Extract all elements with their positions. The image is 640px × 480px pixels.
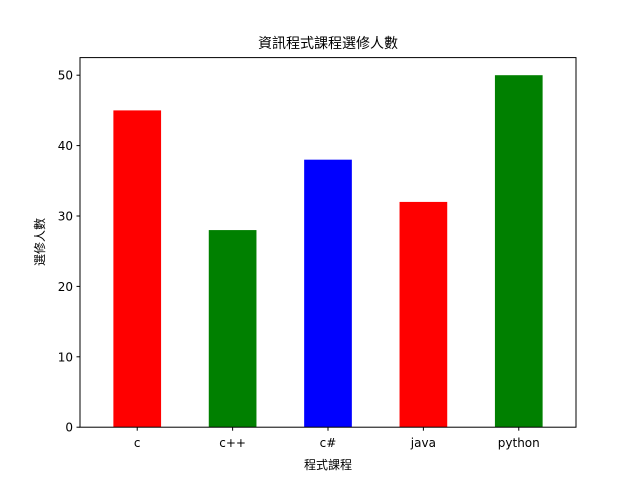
- y-tick-label: 0: [65, 421, 73, 435]
- y-axis-label: 選修人數: [32, 218, 47, 266]
- x-tick-label: python: [498, 436, 540, 450]
- y-axis: 0 10 20 30 40 50: [58, 69, 80, 435]
- bar-c++: [208, 230, 257, 428]
- bar-c#: [304, 159, 352, 428]
- bar-java: [399, 201, 448, 428]
- x-tick-label: c++: [219, 436, 246, 450]
- x-axis: c c++ c# java python: [134, 427, 540, 450]
- y-tick-label: 20: [58, 280, 73, 294]
- bars-group: [113, 75, 543, 428]
- bar-python: [494, 75, 543, 428]
- plot-frame: [79, 57, 577, 428]
- y-tick-label: 10: [58, 350, 73, 364]
- x-tick-label: java: [410, 436, 436, 450]
- x-tick-label: c#: [320, 436, 337, 450]
- x-axis-label: 程式課程: [304, 457, 352, 472]
- bar-c: [113, 110, 162, 428]
- chart-title: 資訊程式課程選修人數: [258, 36, 398, 52]
- y-tick-label: 30: [58, 210, 73, 224]
- x-tick-label: c: [134, 436, 141, 450]
- y-tick-label: 40: [58, 139, 73, 153]
- y-tick-label: 50: [58, 69, 73, 83]
